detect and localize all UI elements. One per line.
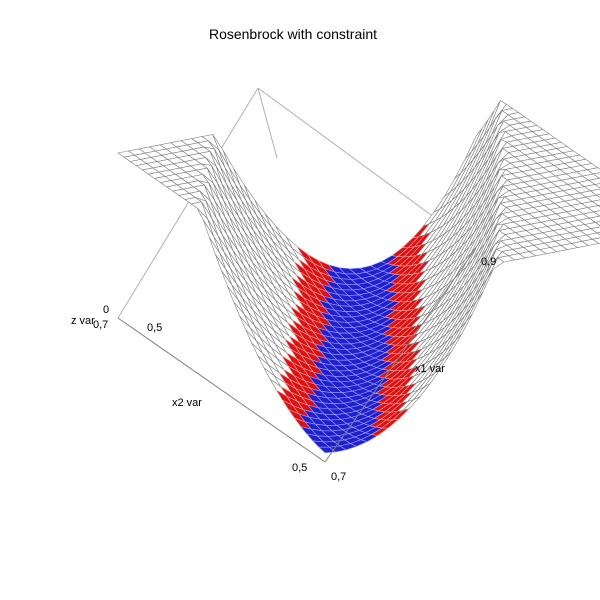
surface-cell [591,199,600,206]
floor-edge [117,317,326,463]
surface-cell [592,172,600,179]
surface-cell [594,183,600,189]
surface-cell [589,188,600,196]
surface-cell [591,237,600,244]
x2-axis-label: x2 var [172,397,202,409]
surface-cell [594,221,600,226]
chart-title: Rosenbrock with constraint [209,26,377,42]
z-tick-label-1: 0,5 [147,322,162,334]
surface-cell [593,210,600,217]
x1-tick-label-max: 0,9 [481,256,496,268]
floor-edges [117,247,477,463]
z-axis-label: z var [71,315,95,327]
surface-cell [590,226,600,234]
z-tick-label-0: 0 [103,304,109,316]
x1-tick-label-min: 0,7 [331,471,346,483]
surface-cell [596,232,600,236]
surface-mesh [117,100,600,454]
x1-axis-label: x1 var [415,363,445,375]
x2-tick-label-min: 0,5 [292,462,307,474]
floor-edge [324,247,477,463]
box-edge [117,87,259,319]
surface-cell [595,194,600,198]
box-edge [257,87,278,159]
x2-tick-label-max: 0,7 [93,319,108,331]
surface-cell [586,167,600,175]
